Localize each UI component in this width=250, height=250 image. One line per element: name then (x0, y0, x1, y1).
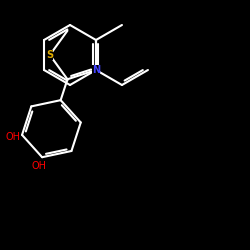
Text: N: N (92, 65, 100, 75)
Text: OH: OH (6, 132, 21, 142)
Text: OH: OH (32, 161, 47, 171)
Text: S: S (46, 50, 54, 60)
